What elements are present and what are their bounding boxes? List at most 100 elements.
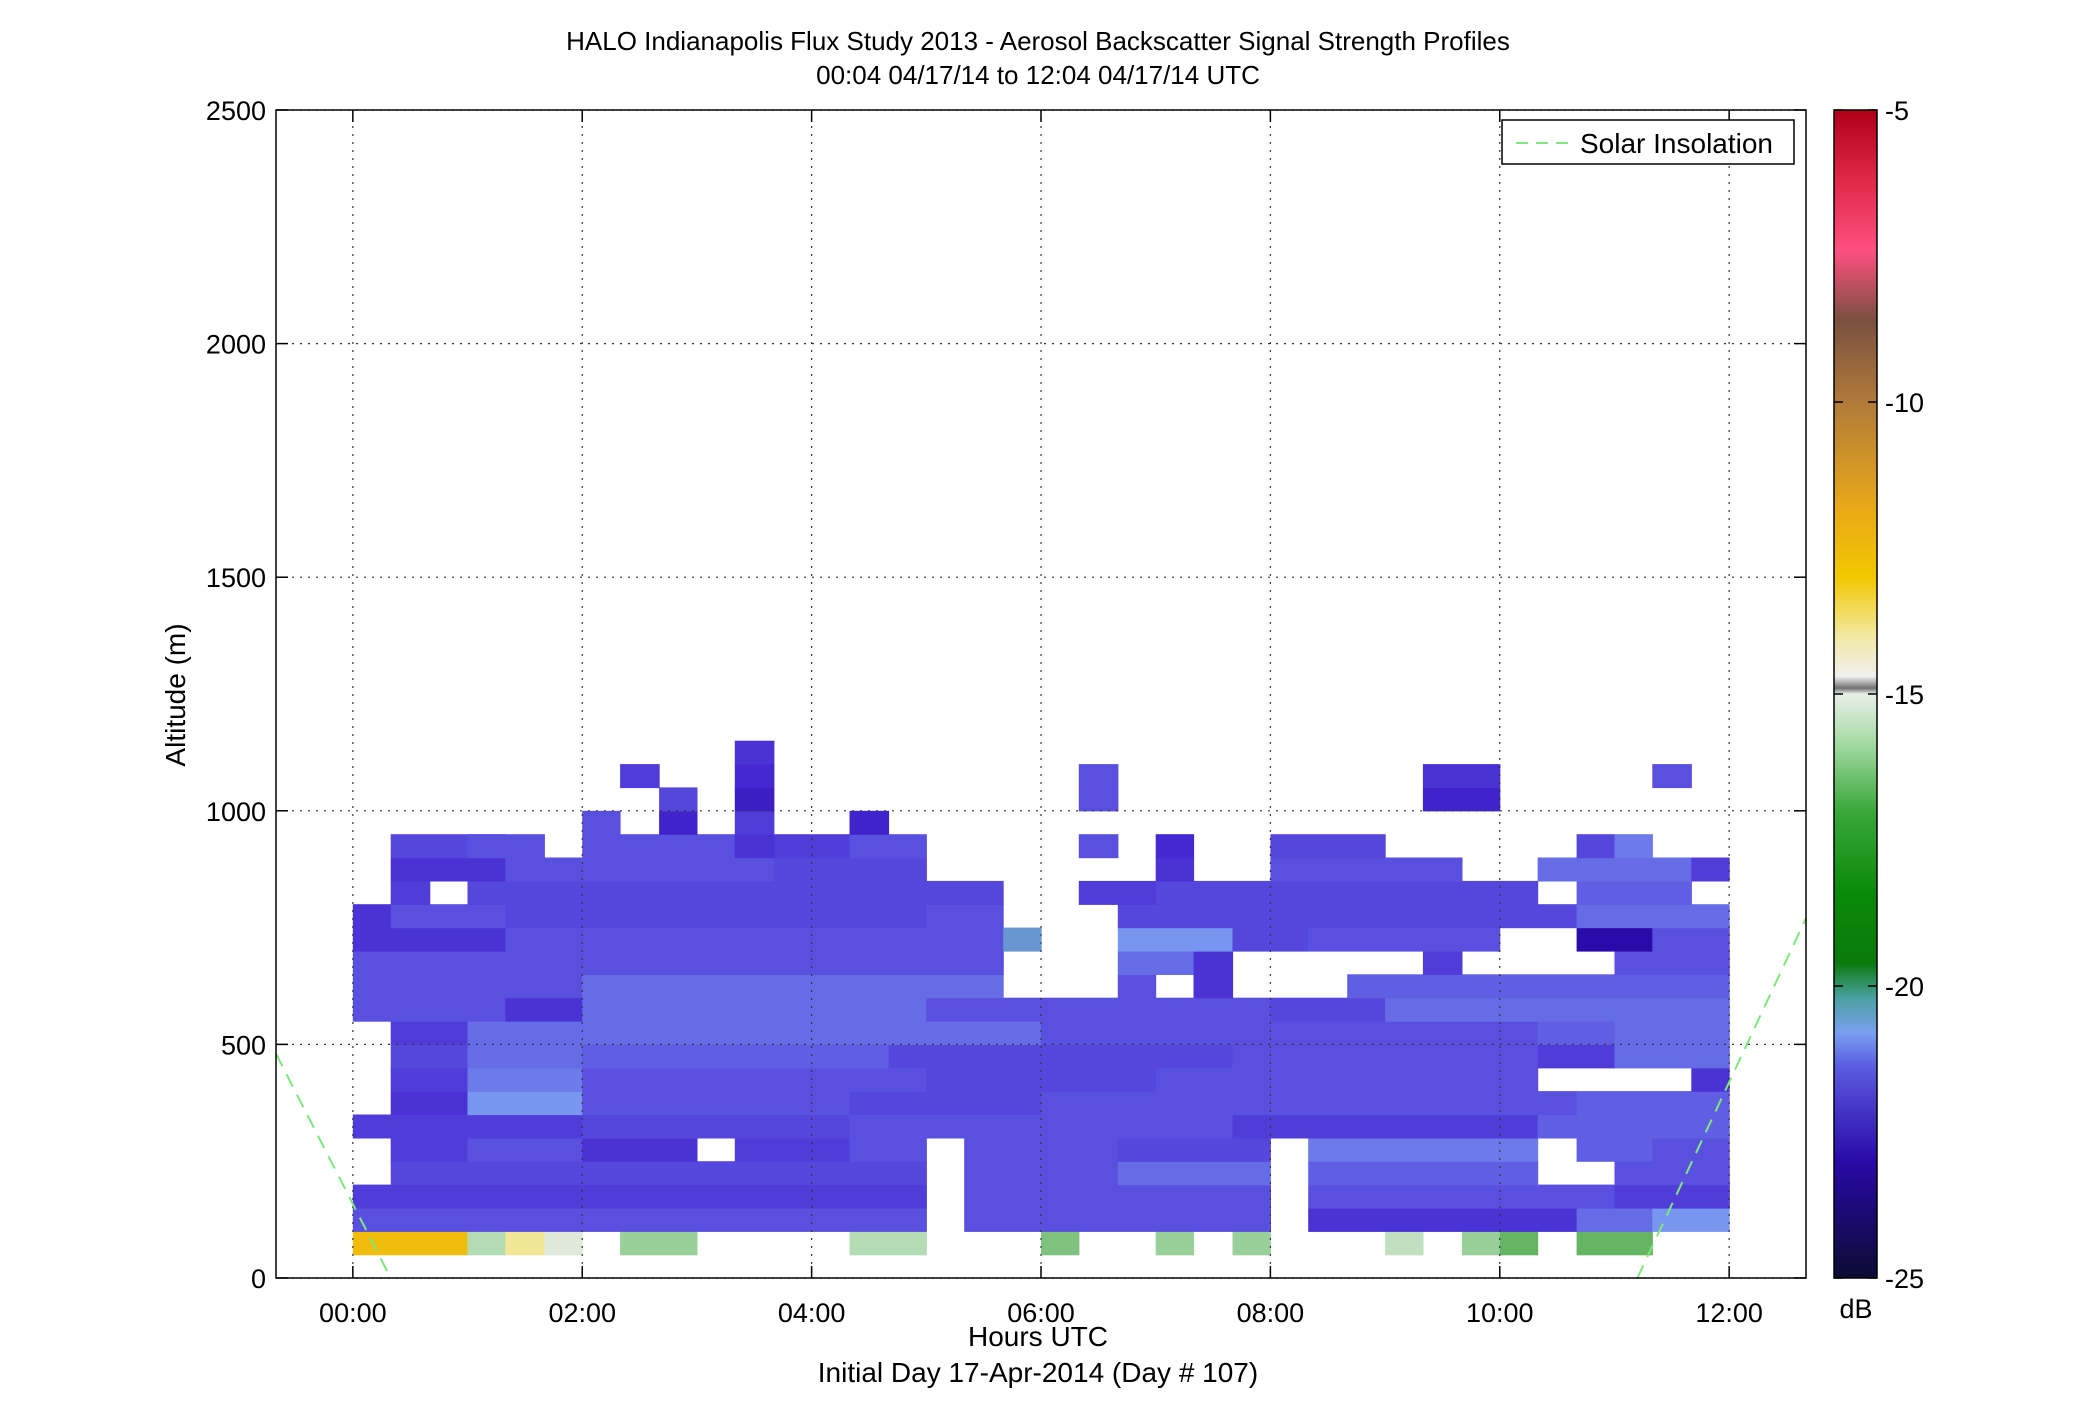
heatmap-cell [1155,1067,1539,1092]
heatmap-cell [352,927,506,952]
heatmap-cell [582,974,1004,999]
heatmap-cell [505,904,927,929]
heatmap-cell [1232,1231,1271,1256]
heatmap-cell [390,904,506,929]
y-axis-ticks: 0 500 1000 1500 2000 2500 [206,96,1806,1294]
heatmap-cell [505,997,583,1022]
heatmap-cell [734,834,775,859]
heatmap-cell [1117,904,1578,929]
heatmap-cell [849,1231,927,1256]
heatmap-cell [352,1184,927,1209]
heatmap-cell [582,1044,889,1069]
colorbar-tick-label: -15 [1885,680,1924,710]
solar-insolation-line-morning [275,1053,392,1279]
heatmap-cell [734,764,775,789]
heatmap-cell [352,974,583,999]
heatmap-cell [467,1091,583,1116]
heatmap-cell [582,810,621,835]
heatmap-cell [1576,1231,1653,1256]
heatmap-cell [467,1044,583,1069]
heatmap-cell [1270,1021,1539,1045]
heatmap-cell [1537,1114,1730,1139]
heatmap-cell [1652,1207,1730,1232]
heatmap-cell [734,740,775,765]
heatmap-cell [1078,764,1119,789]
heatmap-cells [352,740,1730,1256]
heatmap-cell [1003,927,1042,952]
heatmap-cell [1232,927,1309,952]
x-tick-label: 10:00 [1466,1298,1534,1328]
heatmap-cell [1193,951,1234,975]
heatmap-cell [1308,1161,1539,1186]
heatmap-cell [1155,857,1195,882]
heatmap-cell [467,1067,583,1092]
heatmap-cell [390,1091,469,1116]
heatmap-cell [582,1021,1042,1045]
heatmap-cell [964,1137,1119,1162]
heatmap-cell [1652,1137,1730,1162]
y-tick-label: 0 [251,1264,266,1294]
heatmap-cell [1117,974,1157,999]
heatmap-cell [1537,857,1692,882]
heatmap-cell [1078,834,1119,859]
heatmap-cell [1422,951,1463,975]
heatmap-cell [352,904,392,929]
heatmap-cell [467,1137,583,1162]
x-tick-label: 00:00 [319,1298,387,1328]
heatmap-cell [1576,1207,1653,1232]
heatmap-cell [1691,1067,1730,1092]
heatmap-cell [1576,904,1730,929]
x-axis-ticks: 00:00 02:00 04:00 06:00 08:00 10:00 12:00 [319,110,1763,1328]
heatmap-cell [352,1114,583,1139]
y-axis-label: Altitude (m) [160,623,191,766]
heatmap-cell [1308,1184,1615,1209]
heatmap-cell [964,1114,1234,1139]
heatmap-cell [390,1044,469,1069]
heatmap-cell [505,857,775,882]
heatmap-cell [1193,974,1234,999]
heatmap-cell [390,1067,469,1092]
heatmap-cell [1117,1161,1271,1186]
y-tick-label: 2000 [206,330,266,360]
heatmap-cell [964,1161,1119,1186]
x-tick-label: 02:00 [548,1298,616,1328]
heatmap-cell [505,927,775,952]
solar-insolation-lines [275,917,1807,1279]
heatmap-cell [1232,1114,1539,1139]
colorbar-tick-label: -10 [1885,388,1924,418]
y-tick-label: 2500 [206,96,266,126]
heatmap-cell [849,810,890,835]
heatmap-cell [467,1231,506,1256]
heatmap-cell [1422,764,1501,789]
y-tick-label: 1500 [206,563,266,593]
heatmap-cell [1041,1231,1080,1256]
heatmap-cell [390,1137,469,1162]
heatmap-cell [582,1091,850,1116]
heatmap-cell [1270,857,1463,882]
heatmap-cell [390,1161,927,1186]
heatmap-cell [1576,1091,1730,1116]
solar-insolation-line-evening [1636,917,1807,1279]
heatmap-cell [1385,1231,1424,1256]
heatmap-cell [352,1231,469,1256]
heatmap-cell [1308,1137,1539,1162]
colorbar: -5 -10 -15 -20 -25 dB [1833,96,1924,1324]
x-tick-label: 06:00 [1007,1298,1075,1328]
heatmap-cell [582,1137,698,1162]
heatmap-cell [620,1231,698,1256]
heatmap-cell [926,904,1004,929]
heatmap-cell [467,880,1004,905]
heatmap-cell [467,834,545,859]
heatmap-cell [1614,951,1730,975]
x-tick-label: 08:00 [1237,1298,1305,1328]
heatmap-cell [1270,997,1386,1022]
heatmap-cell [1499,1231,1539,1256]
heatmap-cell [1576,880,1692,905]
heatmap-cell [1117,1137,1271,1162]
heatmap-cell [888,1044,1234,1069]
heatmap-cell [1308,927,1501,952]
chart-subtitle: 00:04 04/17/14 to 12:04 04/17/14 UTC [816,60,1260,90]
heatmap-cell [1652,927,1730,952]
heatmap-cell [734,1137,851,1162]
heatmap-cell [582,1114,850,1139]
